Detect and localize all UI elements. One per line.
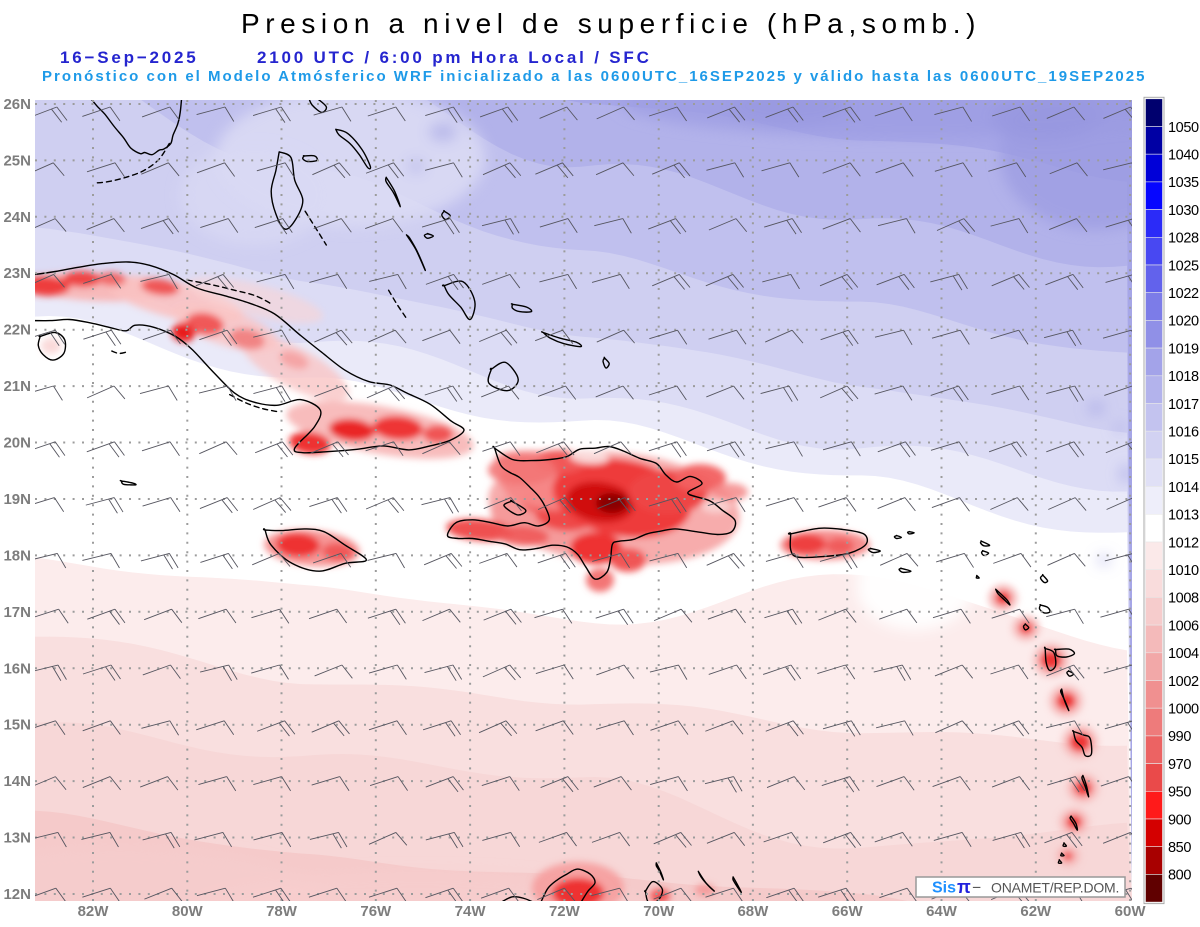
svg-text:1002: 1002 bbox=[1168, 674, 1199, 690]
svg-text:1010: 1010 bbox=[1168, 563, 1199, 579]
svg-text:76W: 76W bbox=[360, 903, 392, 920]
svg-text:25N: 25N bbox=[3, 152, 31, 169]
svg-text:19N: 19N bbox=[3, 491, 31, 508]
svg-text:1006: 1006 bbox=[1168, 618, 1199, 634]
svg-text:14N: 14N bbox=[3, 773, 31, 790]
svg-text:24N: 24N bbox=[3, 209, 31, 226]
svg-text:1020: 1020 bbox=[1168, 314, 1199, 330]
svg-text:22N: 22N bbox=[3, 322, 31, 339]
svg-text:2100 UTC / 6:00 pm Hora Local: 2100 UTC / 6:00 pm Hora Local / SFC bbox=[257, 48, 652, 67]
svg-text:26N: 26N bbox=[3, 96, 31, 113]
svg-text:π: π bbox=[957, 877, 971, 897]
svg-text:15N: 15N bbox=[3, 717, 31, 734]
svg-text:1028: 1028 bbox=[1168, 231, 1199, 247]
svg-text:Presion a nivel de superficie: Presion a nivel de superficie (hPa,somb.… bbox=[241, 8, 981, 39]
svg-text:1017: 1017 bbox=[1168, 397, 1199, 413]
svg-text:950: 950 bbox=[1168, 785, 1191, 801]
svg-text:80W: 80W bbox=[172, 903, 204, 920]
svg-text:800: 800 bbox=[1168, 868, 1191, 884]
svg-text:17N: 17N bbox=[3, 604, 31, 621]
svg-text:−: − bbox=[972, 880, 981, 897]
svg-text:78W: 78W bbox=[266, 903, 298, 920]
svg-text:18N: 18N bbox=[3, 547, 31, 564]
svg-text:1016: 1016 bbox=[1168, 425, 1199, 441]
svg-text:66W: 66W bbox=[832, 903, 864, 920]
svg-text:850: 850 bbox=[1168, 840, 1191, 856]
svg-text:16−Sep−2025: 16−Sep−2025 bbox=[60, 48, 199, 67]
svg-text:62W: 62W bbox=[1020, 903, 1052, 920]
svg-text:1004: 1004 bbox=[1168, 646, 1199, 662]
svg-text:16N: 16N bbox=[3, 660, 31, 677]
svg-text:1012: 1012 bbox=[1168, 535, 1199, 551]
svg-text:21N: 21N bbox=[3, 378, 31, 395]
svg-text:23N: 23N bbox=[3, 265, 31, 282]
svg-text:20N: 20N bbox=[3, 435, 31, 452]
svg-text:1022: 1022 bbox=[1168, 286, 1199, 302]
svg-text:1035: 1035 bbox=[1168, 175, 1199, 191]
svg-text:Pronóstico con el Modelo Atmós: Pronóstico con el Modelo Atmósferico WRF… bbox=[42, 68, 1146, 85]
svg-text:12N: 12N bbox=[3, 886, 31, 903]
svg-text:ONAMET/REP.DOM.: ONAMET/REP.DOM. bbox=[991, 880, 1119, 896]
svg-text:1015: 1015 bbox=[1168, 452, 1199, 468]
svg-text:1019: 1019 bbox=[1168, 341, 1199, 357]
svg-text:1014: 1014 bbox=[1168, 480, 1199, 496]
svg-text:70W: 70W bbox=[643, 903, 675, 920]
svg-text:72W: 72W bbox=[549, 903, 581, 920]
svg-text:1008: 1008 bbox=[1168, 591, 1199, 607]
svg-text:Sis: Sis bbox=[932, 880, 956, 897]
svg-text:1000: 1000 bbox=[1168, 702, 1199, 718]
svg-text:82W: 82W bbox=[78, 903, 110, 920]
svg-text:60W: 60W bbox=[1115, 903, 1147, 920]
svg-text:1025: 1025 bbox=[1168, 258, 1199, 274]
svg-text:1018: 1018 bbox=[1168, 369, 1199, 385]
svg-text:900: 900 bbox=[1168, 812, 1191, 828]
svg-text:1030: 1030 bbox=[1168, 203, 1199, 219]
svg-text:970: 970 bbox=[1168, 757, 1191, 773]
svg-text:74W: 74W bbox=[455, 903, 487, 920]
svg-text:1050: 1050 bbox=[1168, 120, 1199, 136]
svg-text:68W: 68W bbox=[737, 903, 769, 920]
svg-text:64W: 64W bbox=[926, 903, 958, 920]
svg-text:1013: 1013 bbox=[1168, 508, 1199, 524]
svg-text:13N: 13N bbox=[3, 830, 31, 847]
svg-text:1040: 1040 bbox=[1168, 148, 1199, 164]
svg-text:990: 990 bbox=[1168, 729, 1191, 745]
